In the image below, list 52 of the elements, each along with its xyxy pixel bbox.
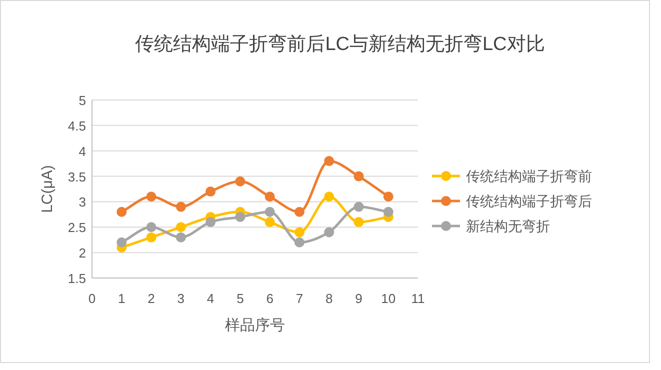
point (383, 206, 394, 217)
y-tick-label: 2 (78, 246, 86, 261)
y-tick-label: 4 (78, 144, 86, 159)
y-tick-label: 3.5 (68, 169, 86, 184)
point (294, 227, 304, 238)
x-tick-label: 2 (148, 291, 155, 306)
point (264, 217, 275, 228)
legend-label: 新结构无弯折 (466, 218, 550, 234)
point (176, 222, 186, 232)
point (206, 186, 216, 197)
x-tick-label: 3 (177, 291, 185, 306)
point (116, 206, 127, 217)
y-tick-label: 2.5 (68, 220, 86, 236)
y-axis-title: LC(μA) (39, 165, 56, 213)
point (235, 176, 246, 186)
point (354, 171, 364, 182)
legend-label: 传统结构端子折弯后 (466, 193, 592, 209)
point (116, 237, 127, 248)
point (324, 227, 334, 238)
point (176, 232, 186, 242)
point (354, 202, 364, 212)
x-tick-label: 11 (411, 291, 425, 306)
legend-label: 传统结构端子折弯前 (466, 168, 592, 184)
y-tick-label: 4.5 (68, 118, 86, 134)
x-tick-label: 6 (266, 291, 274, 306)
point (354, 217, 364, 228)
x-tick-label: 4 (206, 291, 214, 306)
point (324, 156, 334, 166)
point (294, 237, 304, 248)
point (146, 192, 156, 202)
x-tick-label: 10 (381, 291, 396, 306)
y-tick-label: 1.5 (68, 271, 86, 286)
point (324, 192, 334, 202)
point (146, 222, 156, 232)
y-tick-label: 3 (78, 194, 86, 210)
point (176, 202, 186, 212)
point (264, 192, 275, 202)
chart-title: 传统结构端子折弯前后LC与新结构无折弯LC对比 (135, 33, 545, 55)
point (294, 206, 304, 217)
x-tick-label: 0 (88, 291, 96, 306)
y-tick-label: 5 (78, 93, 86, 108)
x-axis-title: 样品序号 (225, 317, 285, 334)
point (235, 212, 246, 222)
x-tick-label: 5 (236, 291, 244, 306)
x-tick-label: 8 (325, 291, 333, 306)
point (206, 217, 216, 228)
point (383, 192, 394, 202)
point (146, 232, 156, 242)
x-tick-label: 7 (296, 291, 304, 306)
point (264, 206, 275, 217)
x-tick-label: 1 (118, 291, 126, 306)
x-tick-label: 9 (355, 291, 362, 306)
